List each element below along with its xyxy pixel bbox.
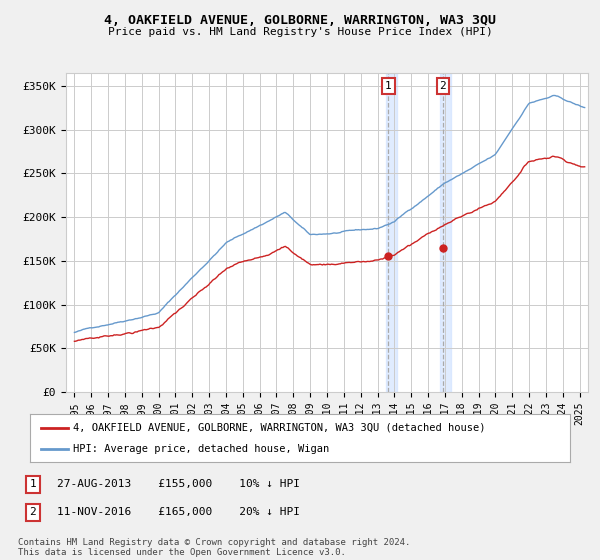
Text: 11-NOV-2016    £165,000    20% ↓ HPI: 11-NOV-2016 £165,000 20% ↓ HPI (57, 507, 300, 517)
Text: 4, OAKFIELD AVENUE, GOLBORNE, WARRINGTON, WA3 3QU: 4, OAKFIELD AVENUE, GOLBORNE, WARRINGTON… (104, 14, 496, 27)
Text: 27-AUG-2013    £155,000    10% ↓ HPI: 27-AUG-2013 £155,000 10% ↓ HPI (57, 479, 300, 489)
Text: Contains HM Land Registry data © Crown copyright and database right 2024.
This d: Contains HM Land Registry data © Crown c… (18, 538, 410, 557)
Bar (386, 73, 397, 392)
Text: 1: 1 (385, 81, 392, 91)
Text: 2: 2 (439, 81, 446, 91)
Text: Price paid vs. HM Land Registry's House Price Index (HPI): Price paid vs. HM Land Registry's House … (107, 27, 493, 37)
Text: 2: 2 (29, 507, 37, 517)
Text: HPI: Average price, detached house, Wigan: HPI: Average price, detached house, Wiga… (73, 444, 329, 454)
Text: 1: 1 (29, 479, 37, 489)
Text: 4, OAKFIELD AVENUE, GOLBORNE, WARRINGTON, WA3 3QU (detached house): 4, OAKFIELD AVENUE, GOLBORNE, WARRINGTON… (73, 423, 486, 433)
Bar (440, 73, 451, 392)
